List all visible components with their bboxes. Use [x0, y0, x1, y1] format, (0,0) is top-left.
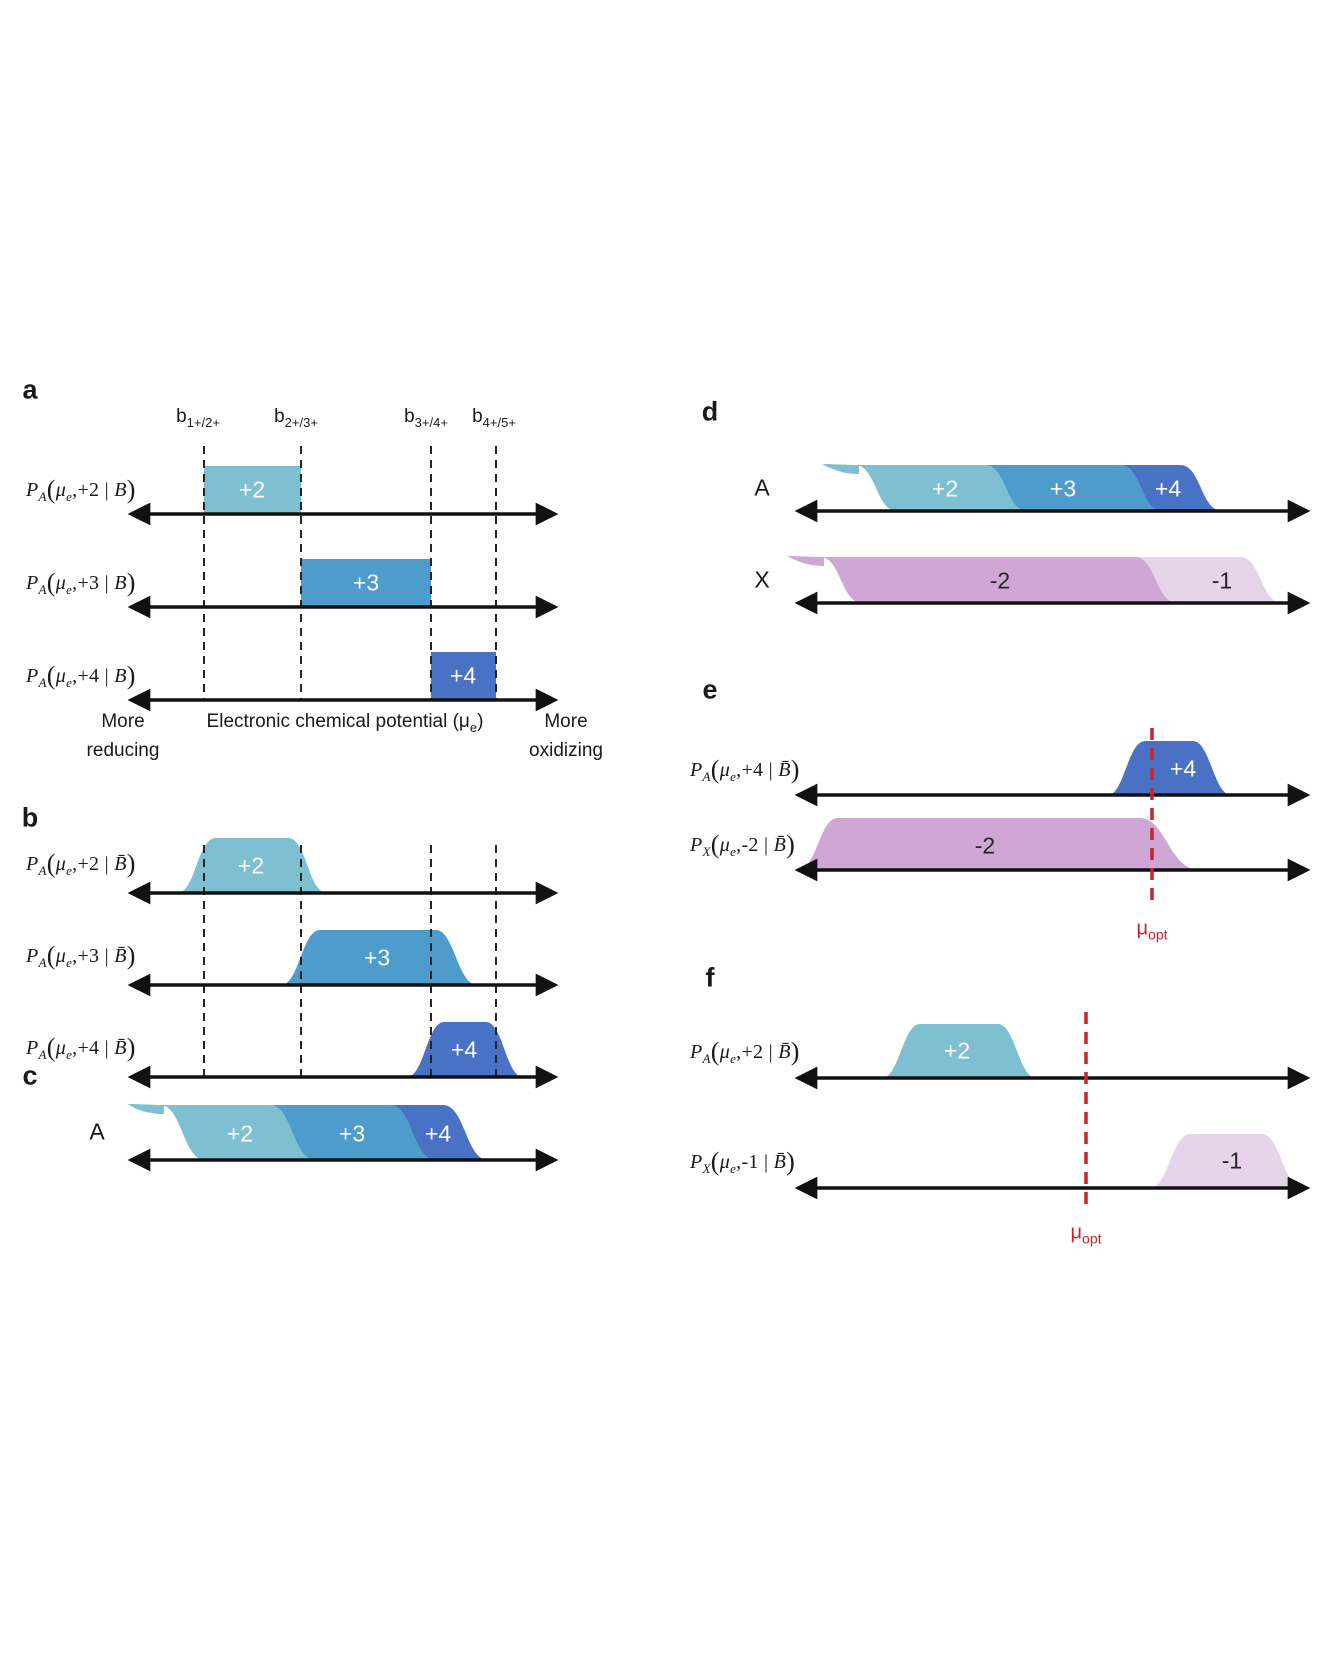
panel-tag-d: d — [701, 396, 719, 427]
panel-tag-a: a — [22, 374, 38, 405]
band-segment-plus3 — [270, 1105, 435, 1160]
band-left-tail — [128, 1104, 164, 1114]
panel-a-graphics — [127, 446, 559, 712]
boundary-label-1: b1+/2+ — [176, 406, 220, 430]
formula-e-plus4: PA(μe,+4 | B̄) — [690, 755, 800, 784]
band-label-plus4: +4 — [424, 1120, 452, 1147]
bump-label-minus1: -1 — [1221, 1147, 1243, 1174]
band-x-segment-minus1 — [1135, 557, 1282, 603]
axis-title: Electronic chemical potential (μe) — [206, 711, 484, 735]
bump-e-plus4 — [1108, 741, 1231, 795]
formula-b-plus4: PA(μe,+4 | B̄) — [26, 1033, 136, 1062]
state-label-plus2: +2 — [237, 852, 265, 879]
state-bump-plus3 — [281, 930, 477, 985]
state-bump-plus4 — [407, 1022, 523, 1077]
state-label-plus3: +3 — [352, 569, 380, 596]
band-segment-plus4 — [390, 1105, 488, 1160]
band-a-segment-plus4 — [1120, 465, 1222, 511]
state-label-plus2: +2 — [238, 476, 266, 503]
panel-e-graphics — [794, 728, 1311, 908]
panel-d-graphics — [787, 464, 1311, 615]
boundary-label-2: b2+/3+ — [274, 406, 318, 430]
row-label-A: A — [754, 474, 770, 501]
row-label-A: A — [89, 1118, 105, 1145]
band-x-left-tail — [787, 556, 824, 566]
panel-tag-f: f — [705, 962, 715, 993]
band-a-segment-plus3 — [985, 465, 1162, 511]
formula-e-minus2: PX(μe,-2 | B̄) — [690, 830, 796, 859]
formula-a-plus2: PA(μe,+2 | B) — [26, 475, 136, 504]
band-a-segment-plus2 — [855, 465, 1027, 511]
panel-f-graphics — [794, 1012, 1311, 1212]
formula-a-plus4: PA(μe,+4 | B) — [26, 661, 136, 690]
band-label-minus2: -2 — [989, 567, 1011, 594]
axis-end-label-reducing: More reducing — [86, 711, 160, 761]
bump-label-plus4: +4 — [1169, 755, 1197, 782]
plateau-label-minus2: -2 — [974, 832, 996, 859]
formula-b-plus3: PA(μe,+3 | B̄) — [26, 941, 136, 970]
row-label-X: X — [754, 566, 770, 593]
band-label-plus2: +2 — [931, 475, 959, 502]
state-label-plus4: +4 — [449, 662, 477, 689]
band-label-plus2: +2 — [226, 1120, 254, 1147]
mu-opt-label-f: μopt — [1070, 1221, 1102, 1247]
axis-end-label-oxidizing: More oxidizing — [529, 711, 603, 761]
bump-f-plus2 — [882, 1024, 1036, 1078]
formula-f-plus2: PA(μe,+2 | B̄) — [690, 1037, 800, 1066]
panel-c-graphics — [127, 1104, 559, 1172]
panel-b-graphics — [127, 838, 559, 1089]
plateau-e-minus2 — [798, 818, 1200, 870]
formula-f-minus1: PX(μe,-1 | B̄) — [690, 1147, 796, 1176]
state-bump-plus2 — [177, 838, 327, 893]
boundary-label-4: b4+/5+ — [472, 406, 516, 430]
band-x-segment-minus2 — [820, 557, 1177, 603]
band-segment-plus2 — [160, 1105, 315, 1160]
state-label-plus3: +3 — [363, 944, 391, 971]
band-label-plus4: +4 — [1154, 475, 1182, 502]
panel-tag-e: e — [702, 674, 718, 705]
mu-opt-label-e: μopt — [1136, 917, 1168, 943]
panel-tag-b: b — [21, 802, 39, 833]
bump-label-plus2: +2 — [943, 1037, 971, 1064]
boundary-label-3: b3+/4+ — [404, 406, 448, 430]
band-label-plus3: +3 — [1049, 475, 1077, 502]
panel-tag-c: c — [22, 1060, 38, 1091]
band-label-plus3: +3 — [338, 1120, 366, 1147]
state-label-plus4: +4 — [450, 1036, 478, 1063]
formula-a-plus3: PA(μe,+3 | B) — [26, 568, 136, 597]
bump-f-minus1 — [1150, 1134, 1302, 1188]
band-label-minus1: -1 — [1211, 567, 1233, 594]
band-a-left-tail — [822, 464, 859, 474]
formula-b-plus2: PA(μe,+2 | B̄) — [26, 849, 136, 878]
